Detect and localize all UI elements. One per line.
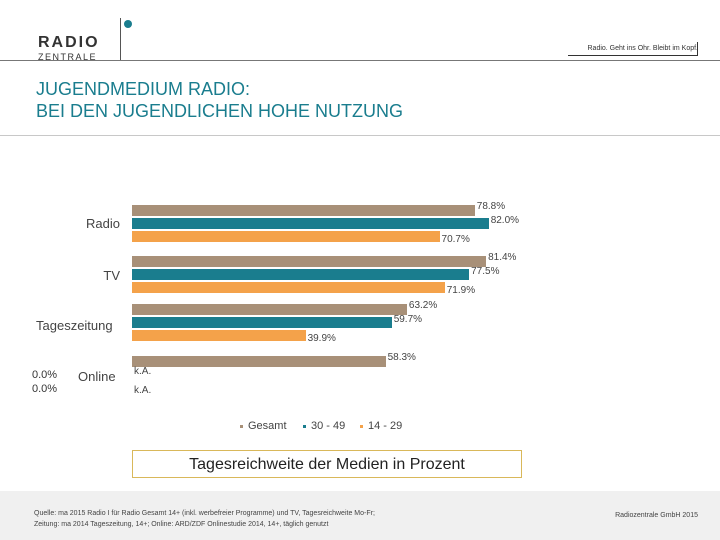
bar-radio-1429 — [132, 231, 440, 242]
chart-caption: Tagesreichweite der Medien in Prozent — [132, 450, 522, 478]
legend-label-14-29: 14 - 29 — [368, 420, 403, 432]
value-label-tageszeitung-Gesamt: 63.2% — [408, 300, 438, 311]
bar-tageszeitung-Gesamt — [132, 304, 407, 315]
category-label-radio: Radio — [86, 216, 120, 231]
value-label-tv-Gesamt: 81.4% — [488, 252, 517, 263]
tagline-divider — [697, 42, 698, 56]
category-label-tageszeitung: Tageszeitung — [36, 318, 113, 333]
header-divider — [0, 60, 720, 61]
bar-tageszeitung-1429 — [132, 330, 306, 341]
legend-item-gesamt: Gesamt — [240, 420, 287, 432]
title-line-2: BEI DEN JUGENDLICHEN HOHE NUTZUNG — [36, 101, 404, 121]
bar-tv-3049 — [132, 269, 470, 280]
legend-item-14-29: 14 - 29 — [360, 420, 402, 432]
legend-label-gesamt: Gesamt — [248, 420, 287, 432]
value-label-radio-1429: 70.7% — [441, 234, 470, 245]
category-label-online: Online — [78, 369, 116, 384]
footer-source-line-1: Quelle: ma 2015 Radio I für Radio Gesamt… — [34, 510, 375, 517]
footer: Quelle: ma 2015 Radio I für Radio Gesamt… — [0, 491, 720, 540]
logo-divider — [120, 18, 121, 60]
value-label-tv-1429: 71.9% — [446, 285, 476, 296]
value-label-online-3049: k.A. — [134, 366, 152, 377]
value-label-tv-3049: 77.5% — [471, 266, 500, 277]
bar-radio-Gesamt — [132, 205, 475, 216]
footer-source-line-2: Zeitung: ma 2014 Tageszeitung, 14+; Onli… — [34, 521, 329, 528]
bar-tv-1429 — [132, 282, 445, 293]
bar-tageszeitung-3049 — [132, 317, 392, 328]
value-label-radio-3049: 82.0% — [490, 215, 520, 226]
legend-item-30-49: 30 - 49 — [303, 420, 345, 432]
value-label-online-1429: k.A. — [134, 385, 152, 396]
tagline-underline — [568, 55, 698, 56]
side-value-1: 0.0% — [32, 369, 58, 381]
legend-swatch-30-49 — [303, 424, 306, 428]
radiozentrale-logo: RADIO ZENTRALE — [38, 18, 138, 62]
page-title: JUGENDMEDIUM RADIO: BEI DEN JUGENDLICHEN… — [36, 78, 403, 122]
bar-tv-Gesamt — [132, 256, 487, 267]
tagline: Radio. Geht ins Ohr. Bleibt im Kopf. — [587, 45, 699, 52]
value-label-radio-Gesamt: 78.8% — [476, 201, 506, 212]
bar-radio-3049 — [132, 218, 489, 229]
legend-swatch-gesamt — [240, 424, 243, 428]
bar-online-Gesamt — [132, 356, 386, 367]
value-label-tageszeitung-1429: 39.9% — [307, 333, 336, 344]
logo-dot-icon — [124, 20, 132, 28]
footer-copyright: Radiozentrale GmbH 2015 — [615, 512, 698, 519]
legend-label-30-49: 30 - 49 — [311, 420, 346, 432]
legend-swatch-14-29 — [360, 424, 363, 428]
category-label-tv: TV — [103, 268, 120, 283]
logo-radio-text: RADIO — [38, 34, 100, 51]
title-divider — [0, 135, 720, 136]
side-value-2: 0.0% — [32, 383, 58, 395]
logo-zentrale-text: ZENTRALE — [38, 52, 98, 62]
footer-source: Quelle: ma 2015 Radio I für Radio Gesamt… — [34, 508, 375, 530]
value-label-tageszeitung-3049: 59.7% — [393, 314, 423, 325]
title-line-1: JUGENDMEDIUM RADIO: — [36, 79, 251, 99]
value-label-online-Gesamt: 58.3% — [387, 352, 416, 363]
